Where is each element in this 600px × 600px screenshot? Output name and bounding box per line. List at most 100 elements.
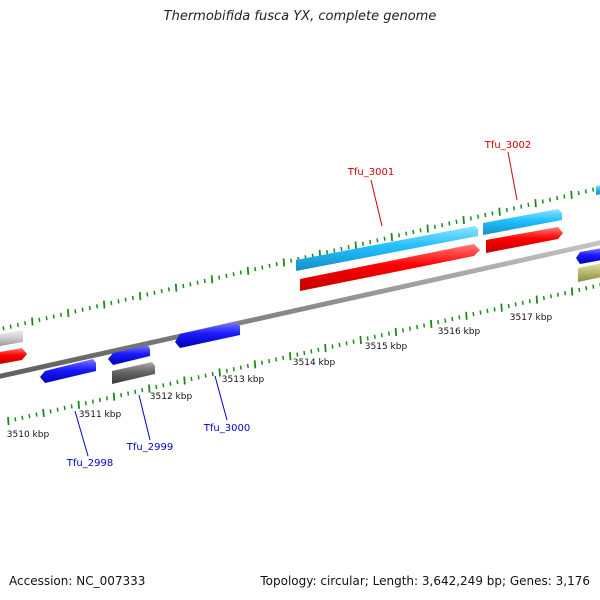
leader-line-tfu-2999 xyxy=(138,394,151,441)
lower-scale-tick xyxy=(42,408,45,417)
upper-scale-tick xyxy=(110,300,113,306)
lower-scale-tick xyxy=(578,287,581,293)
cds-feature-tfu-3000[interactable] xyxy=(175,322,240,348)
lower-scale-tick xyxy=(148,384,151,393)
lower-scale-tick xyxy=(437,320,440,325)
scale-label-3510: 3510 kbp xyxy=(7,430,50,440)
upper-scale-tick xyxy=(527,202,530,208)
upper-scale-tick xyxy=(520,204,523,209)
upper-scale-tick xyxy=(160,288,163,294)
upper-scale-tick xyxy=(290,258,293,263)
scale-label-3516: 3516 kbp xyxy=(438,327,481,337)
lower-scale-tick xyxy=(345,341,348,346)
upper-scale-tick xyxy=(210,275,214,284)
upper-scale-tick xyxy=(498,207,501,216)
gene-feature-tfu-3002[interactable] xyxy=(483,209,562,235)
upper-scale-tick xyxy=(167,287,170,292)
upper-scale-tick xyxy=(138,292,142,301)
lower-scale-tick xyxy=(493,307,496,312)
upper-scale-tick xyxy=(81,307,84,312)
upper-scale-tick xyxy=(38,317,41,323)
gene-feature-tfu-2999-grey[interactable] xyxy=(112,362,155,384)
upper-scale-tick xyxy=(232,272,235,277)
upper-scale-tick xyxy=(534,199,537,208)
lower-scale-tick xyxy=(373,334,376,339)
upper-scale-tick xyxy=(455,219,458,224)
cds-feature-tfu-3002[interactable] xyxy=(486,227,563,253)
upper-scale-tick xyxy=(556,195,559,201)
gene-label-tfu-2999[interactable]: Tfu_2999 xyxy=(126,442,173,453)
upper-scale-tick xyxy=(326,250,329,255)
lower-scale-tick xyxy=(70,404,73,409)
feature-olive-right-edge[interactable] xyxy=(578,263,600,282)
lower-scale-tick xyxy=(521,300,524,305)
lower-scale-tick xyxy=(585,286,588,291)
lower-scale-tick xyxy=(564,290,567,296)
lower-scale-tick xyxy=(105,396,109,401)
lower-scale-tick xyxy=(472,311,475,317)
lower-scale-tick xyxy=(592,284,595,289)
genome-summary-text: Topology: circular; Length: 3,642,249 bp… xyxy=(260,574,590,588)
upper-scale-tick xyxy=(254,266,257,272)
upper-scale-tick xyxy=(282,258,286,267)
lower-scale-tick xyxy=(500,303,503,312)
upper-scale-tick xyxy=(563,194,566,199)
upper-scale-tick xyxy=(88,305,91,311)
lower-scale-tick xyxy=(246,363,249,369)
cds-feature-tfu-2998[interactable] xyxy=(40,359,96,383)
lower-scale-tick xyxy=(296,352,299,357)
lower-scale-tick xyxy=(359,335,362,345)
gene-label-tfu-2998[interactable]: Tfu_2998 xyxy=(66,458,113,469)
upper-scale-tick xyxy=(225,273,228,279)
cds-feature-left-edge[interactable] xyxy=(0,348,27,364)
upper-scale-tick xyxy=(196,280,199,285)
lower-scale-tick xyxy=(197,375,200,380)
lower-scale-tick xyxy=(486,308,489,314)
upper-scale-tick xyxy=(74,309,77,314)
upper-scale-tick xyxy=(24,321,27,326)
upper-scale-tick xyxy=(592,187,595,192)
lower-scale-tick xyxy=(141,388,144,393)
upper-scale-tick xyxy=(433,224,436,230)
gene-label-tfu-3000[interactable]: Tfu_3000 xyxy=(203,423,250,434)
lower-scale-tick xyxy=(49,409,52,414)
lower-scale-tick xyxy=(528,299,531,304)
lower-scale-tick xyxy=(556,292,560,297)
upper-scale-tick xyxy=(477,214,480,219)
upper-scale-tick xyxy=(491,211,494,216)
lower-scale-tick xyxy=(535,295,539,304)
lower-scale-tick xyxy=(303,350,306,356)
lower-scale-tick xyxy=(423,323,426,328)
cds-feature-right-edge[interactable] xyxy=(576,248,600,264)
scale-label-3513: 3513 kbp xyxy=(222,375,265,385)
gene-label-tfu-3002[interactable]: Tfu_3002 xyxy=(484,140,531,151)
lower-scale-tick xyxy=(232,367,235,372)
lower-scale-tick xyxy=(204,373,207,378)
lower-scale-tick xyxy=(176,379,179,385)
lower-scale-tick xyxy=(387,331,390,336)
lower-scale-tick xyxy=(352,339,355,344)
scale-label-3511: 3511 kbp xyxy=(79,410,122,420)
upper-scale-tick xyxy=(570,190,573,199)
gene-feature-tfu-3001[interactable] xyxy=(296,226,478,271)
lower-scale-tick xyxy=(324,344,327,353)
map-title: Thermobifida fusca YX, complete genome xyxy=(163,9,437,24)
lower-scale-tick xyxy=(21,415,24,420)
upper-scale-tick xyxy=(203,278,206,284)
upper-scale-tick xyxy=(131,295,134,301)
upper-scale-tick xyxy=(584,189,587,194)
partial-gene-feature-right[interactable] xyxy=(596,185,600,195)
lower-scale-tick xyxy=(190,376,193,382)
lower-scale-tick xyxy=(465,311,468,320)
lower-scale-tick xyxy=(479,310,482,315)
lower-scale-tick xyxy=(317,347,320,352)
feature-light-left-edge[interactable] xyxy=(0,330,23,346)
scale-label-3515: 3515 kbp xyxy=(365,342,408,352)
upper-scale-tick xyxy=(390,232,393,242)
cds-feature-tfu-2999-blue[interactable] xyxy=(108,345,150,365)
lower-scale-tick xyxy=(549,294,553,299)
gene-label-tfu-3001[interactable]: Tfu_3001 xyxy=(347,167,394,178)
cds-feature-tfu-3001[interactable] xyxy=(300,244,480,291)
lower-scale-tick xyxy=(127,391,130,396)
